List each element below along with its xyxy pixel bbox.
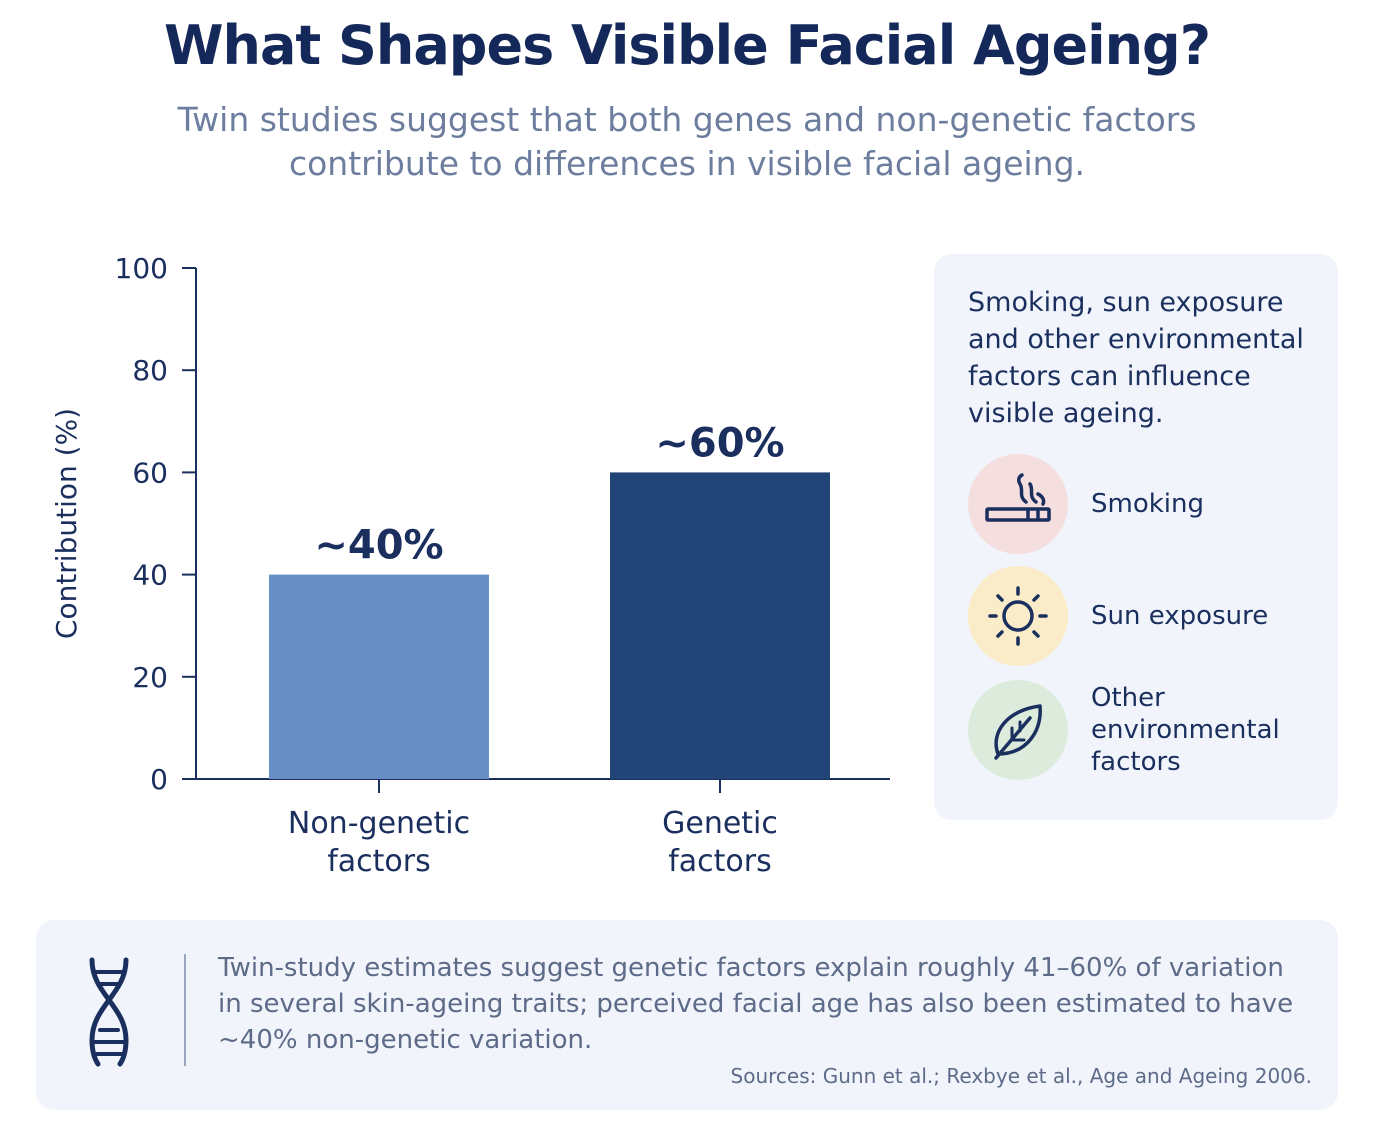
sun-icon (988, 586, 1048, 646)
footer-divider (184, 954, 186, 1066)
y-tick-label: 40 (132, 559, 168, 592)
dna-icon (89, 957, 129, 1067)
factor-label-sun-exposure: Sun exposure (1091, 601, 1269, 631)
data-label: ~40% (314, 523, 443, 569)
x-tick-label: Genetic factors (662, 806, 778, 879)
y-tick-label: 100 (115, 252, 168, 285)
y-tick-label: 80 (132, 354, 168, 387)
page-subtitle: Twin studies suggest that both genes and… (177, 100, 1197, 183)
sources-citation: Sources: Gunn et al.; Rexbye et al., Age… (730, 1064, 1312, 1088)
factor-label-smoking: Smoking (1091, 489, 1205, 519)
y-tick-label: 20 (132, 661, 168, 694)
leaf-icon (994, 704, 1042, 760)
data-label: ~60% (655, 420, 784, 466)
footer-text: Twin-study estimates suggest genetic fac… (218, 953, 1294, 1055)
factor-smoking: Smoking (968, 454, 1328, 554)
y-tick-label: 60 (132, 456, 168, 489)
panel-intro-text: Smoking, sun exposure and other environm… (968, 287, 1304, 429)
y-tick-label: 0 (150, 763, 168, 796)
sun-icon-circle (968, 566, 1068, 666)
factor-sun-exposure: Sun exposure (968, 566, 1328, 666)
factor-label-other-environmental: Other environmental factors (1091, 683, 1280, 777)
cigarette-icon (985, 473, 1051, 522)
bar-non-genetic (269, 574, 489, 779)
bar-genetic (610, 472, 830, 779)
footer-note: Twin-study estimates suggest genetic fac… (36, 920, 1338, 1110)
factor-other-environmental: Other environmental factors (968, 680, 1328, 780)
environmental-factors-panel: Smoking, sun exposure and other environm… (934, 254, 1338, 820)
y-axis-label: Contribution (%) (50, 408, 83, 639)
smoking-icon-circle (968, 454, 1068, 554)
page-title: What Shapes Visible Facial Ageing? (163, 14, 1211, 77)
bar-chart: Contribution (%) 0 20 40 60 80 100 ~40% Non-gene… (50, 252, 890, 879)
x-tick-label: Non-genetic factors (288, 806, 470, 879)
leaf-icon-circle (968, 680, 1068, 780)
